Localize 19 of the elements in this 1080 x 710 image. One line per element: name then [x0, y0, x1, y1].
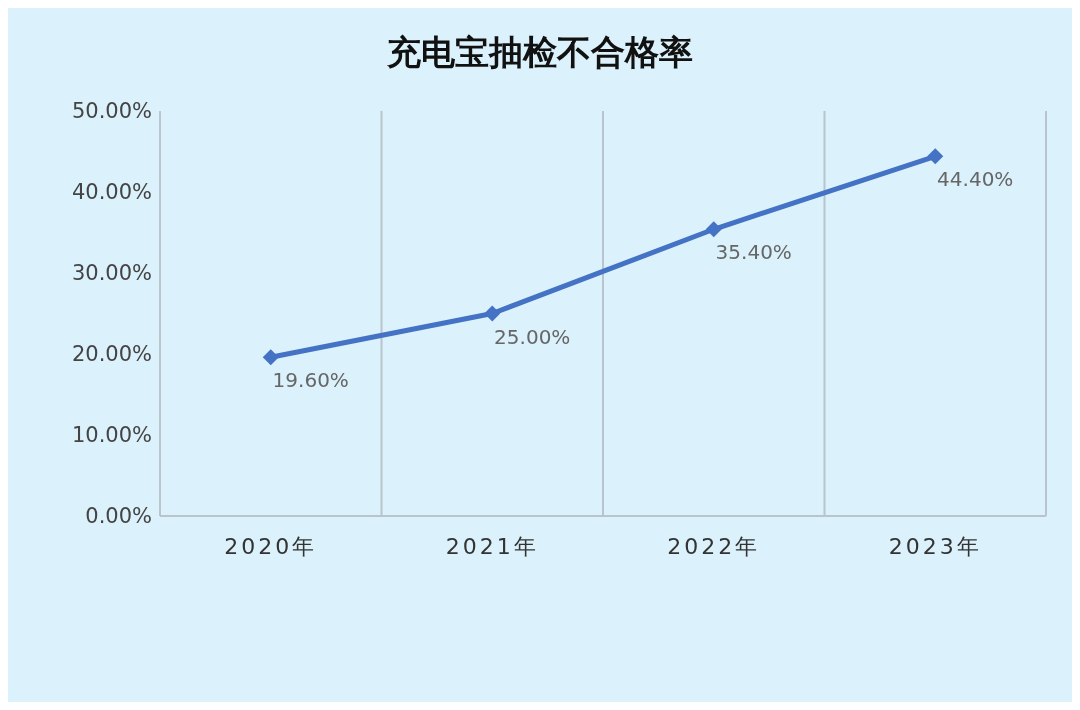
- x-tick-label: 2020年: [224, 533, 318, 559]
- x-tick-label: 2023年: [888, 533, 982, 559]
- data-label: 25.00%: [494, 324, 571, 349]
- y-tick-label: 20.00%: [71, 342, 152, 367]
- data-label: 19.60%: [272, 368, 349, 393]
- y-tick-label: 40.00%: [71, 180, 152, 205]
- data-label: 44.40%: [937, 167, 1014, 192]
- y-tick-label: 30.00%: [71, 261, 152, 286]
- x-tick-label: 2021年: [445, 533, 539, 559]
- y-tick-label: 0.00%: [85, 504, 152, 529]
- point: [262, 349, 279, 366]
- point: [927, 148, 944, 165]
- y-tick-label: 10.00%: [71, 423, 152, 448]
- point: [484, 305, 501, 322]
- point: [705, 221, 722, 238]
- data-label: 35.40%: [715, 240, 792, 265]
- x-tick-label: 2022年: [667, 533, 761, 559]
- chart-title: 充电宝抽检不合格率: [386, 31, 694, 74]
- y-tick-label: 50.00%: [71, 99, 152, 124]
